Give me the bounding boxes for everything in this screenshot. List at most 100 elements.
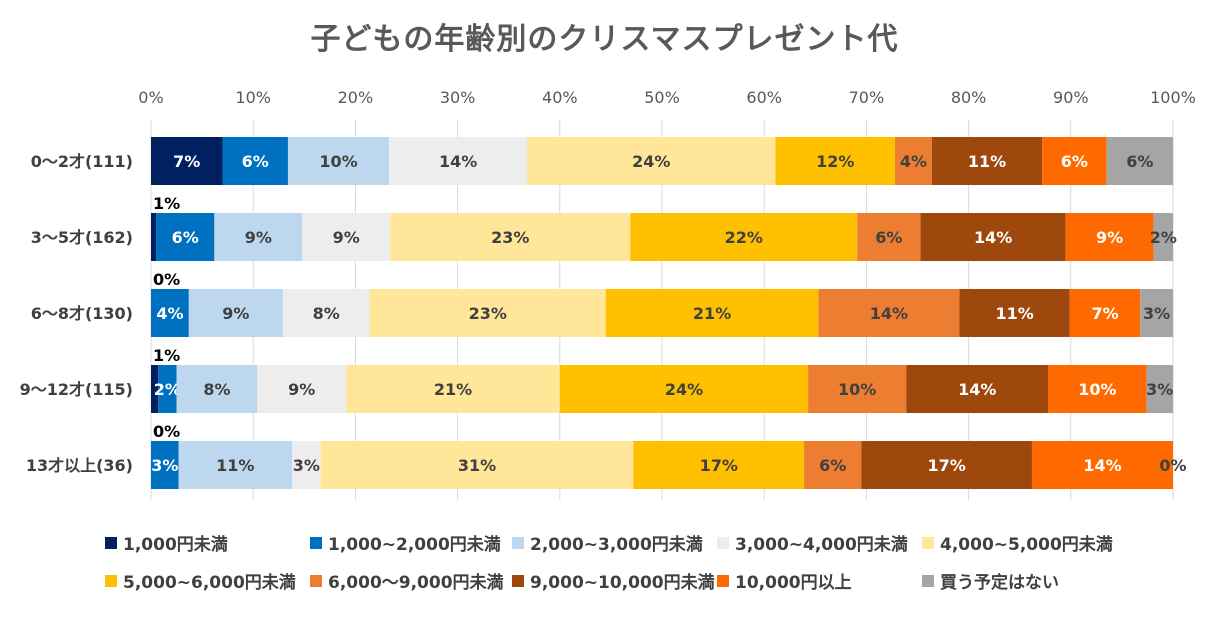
- legend-item: 3,000~4,000円未満: [717, 530, 908, 555]
- bar-segment: [151, 365, 159, 413]
- bar-segment: [1140, 289, 1173, 337]
- legend-item: 4,000~5,000円未満: [922, 530, 1113, 555]
- bar-segment: [214, 213, 303, 261]
- x-tick-label: 50%: [644, 88, 680, 107]
- x-tick-label: 40%: [542, 88, 578, 107]
- bar-segment: [861, 441, 1032, 489]
- x-tick-label: 60%: [746, 88, 782, 107]
- category-label: 6～8才(130): [31, 304, 133, 323]
- legend-item: 6,000～9,000円未満: [310, 568, 504, 593]
- x-tick-label: 100%: [1150, 88, 1196, 107]
- data-label: 14%: [1083, 456, 1121, 475]
- chart-title: 子どもの年齢別のクリスマスプレゼント代: [310, 22, 899, 57]
- legend-swatch: [717, 536, 729, 549]
- category-label: 9～12才(115): [20, 380, 133, 399]
- data-label: 7%: [1091, 304, 1118, 323]
- bar-segment: [895, 137, 932, 185]
- data-label: 0%: [153, 422, 180, 441]
- data-label: 8%: [313, 304, 340, 323]
- bar-segment: [1106, 137, 1173, 185]
- data-label: 7%: [173, 152, 200, 171]
- data-label: 3%: [1143, 304, 1170, 323]
- bar-segment: [151, 289, 189, 337]
- data-label: 6%: [819, 456, 846, 475]
- bar-segment: [151, 441, 179, 489]
- legend-swatch: [105, 574, 117, 587]
- legend-label: 9,000~10,000円未満: [530, 573, 715, 593]
- legend-label: 買う予定はない: [940, 573, 1059, 593]
- bar-segment: [1153, 213, 1173, 261]
- legend-label: 1,000円未満: [123, 535, 228, 555]
- bar-segment: [633, 441, 805, 489]
- legend-item: 1,000~2,000円未満: [310, 530, 501, 555]
- data-label: 14%: [958, 380, 996, 399]
- data-label: 14%: [974, 228, 1012, 247]
- bar-segment: [346, 365, 560, 413]
- data-label: 17%: [700, 456, 738, 475]
- bar-segment: [920, 213, 1066, 261]
- data-label: 9%: [288, 380, 315, 399]
- bar-segment: [559, 365, 809, 413]
- bar-segment: [282, 289, 370, 337]
- bar-segment: [804, 441, 862, 489]
- legend-item: 5,000~6,000円未満: [105, 568, 296, 593]
- data-label: 3%: [293, 456, 320, 475]
- data-label: 14%: [870, 304, 908, 323]
- legend-item: 10,000円以上: [717, 568, 852, 593]
- legend-swatch: [922, 536, 934, 549]
- bar-segment: [176, 365, 258, 413]
- bar-segment: [302, 213, 391, 261]
- data-label: 2%: [154, 380, 181, 399]
- bar-segment: [818, 289, 960, 337]
- data-label: 4%: [900, 152, 927, 171]
- bar-segment: [158, 365, 177, 413]
- data-label: 8%: [203, 380, 230, 399]
- bar-segment: [151, 213, 157, 261]
- data-label: 14%: [439, 152, 477, 171]
- data-label: 9%: [245, 228, 272, 247]
- bar-segment: [1048, 365, 1147, 413]
- bar-segment: [389, 137, 528, 185]
- data-label: 17%: [927, 456, 965, 475]
- x-tick-label: 30%: [440, 88, 476, 107]
- data-label: 6%: [172, 228, 199, 247]
- bar-segment: [630, 213, 858, 261]
- x-tick-label: 20%: [338, 88, 374, 107]
- data-label: 0%: [153, 270, 180, 289]
- bar-segment: [959, 289, 1070, 337]
- bar-segment: [257, 365, 347, 413]
- bar-segment: [931, 137, 1043, 185]
- legend-item: 9,000~10,000円未満: [512, 568, 715, 593]
- x-tick-label: 0%: [138, 88, 163, 107]
- legend-swatch: [310, 574, 322, 587]
- legend-label: 1,000~2,000円未満: [328, 535, 501, 555]
- legend-label: 5,000~6,000円未満: [123, 573, 296, 593]
- data-label: 11%: [968, 152, 1006, 171]
- x-tick-label: 70%: [849, 88, 885, 107]
- data-label: 9%: [333, 228, 360, 247]
- legend-label: 4,000~5,000円未満: [940, 535, 1113, 555]
- bar-segment: [188, 289, 283, 337]
- data-label: 10%: [1078, 380, 1116, 399]
- legend-swatch: [105, 536, 117, 549]
- data-label: 24%: [632, 152, 670, 171]
- legend-swatch: [922, 574, 934, 587]
- data-label: 6%: [875, 228, 902, 247]
- bar-segment: [369, 289, 606, 337]
- bar-segment: [156, 213, 215, 261]
- bar-segment: [320, 441, 634, 489]
- data-label: 23%: [469, 304, 507, 323]
- data-label: 3%: [1146, 380, 1173, 399]
- bar-segment: [390, 213, 631, 261]
- bar-segment: [178, 441, 293, 489]
- data-label: 21%: [693, 304, 731, 323]
- x-tick-label: 90%: [1053, 88, 1089, 107]
- bar-segment: [1069, 289, 1141, 337]
- legend-label: 6,000～9,000円未満: [328, 573, 504, 593]
- bar-segment: [808, 365, 907, 413]
- bar-segment: [151, 137, 223, 185]
- category-label: 0～2才(111): [31, 152, 133, 171]
- bar-segment: [1146, 365, 1173, 413]
